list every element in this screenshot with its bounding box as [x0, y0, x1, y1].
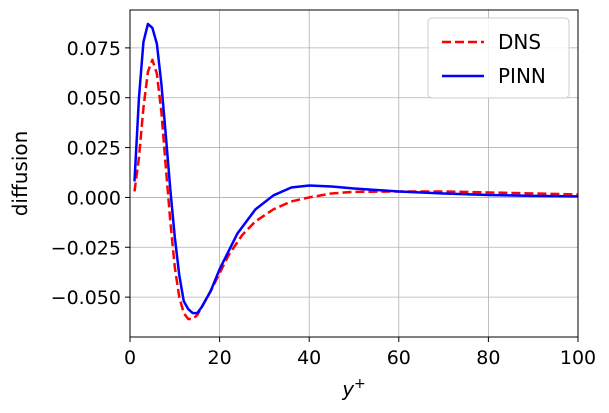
axis-ticks: 0 20 40 60 80 100 −0.050 −0.025 0.000 0.025 0.050 0…: [51, 38, 596, 369]
x-axis-label-sup: +: [354, 376, 366, 392]
y-tick-label: 0.075: [67, 38, 121, 60]
legend: DNS PINN: [427, 17, 570, 99]
legend-box: [427, 17, 570, 99]
x-tick-label: 0: [124, 347, 136, 369]
x-axis-label-base: y: [341, 377, 355, 401]
y-tick-label: −0.050: [51, 287, 121, 309]
x-axis-label: y+: [341, 376, 366, 401]
y-tick-label: 0.025: [67, 138, 121, 160]
series-line-pinn: [133, 22, 578, 315]
series-lines: [133, 22, 578, 321]
x-tick-label: 60: [387, 347, 411, 369]
legend-label-pinn: PINN: [498, 64, 546, 88]
x-tick-label: 80: [476, 347, 500, 369]
y-tick-label: −0.025: [51, 237, 121, 259]
legend-label-dns: DNS: [498, 30, 541, 54]
y-axis-label: diffusion: [8, 131, 32, 217]
plot-frame: [129, 9, 579, 338]
y-tick-label: 0.050: [67, 88, 121, 110]
x-tick-label: 20: [208, 347, 232, 369]
x-tick-label: 100: [560, 347, 596, 369]
x-tick-label: 40: [297, 347, 321, 369]
y-tick-label: 0.000: [67, 187, 121, 209]
